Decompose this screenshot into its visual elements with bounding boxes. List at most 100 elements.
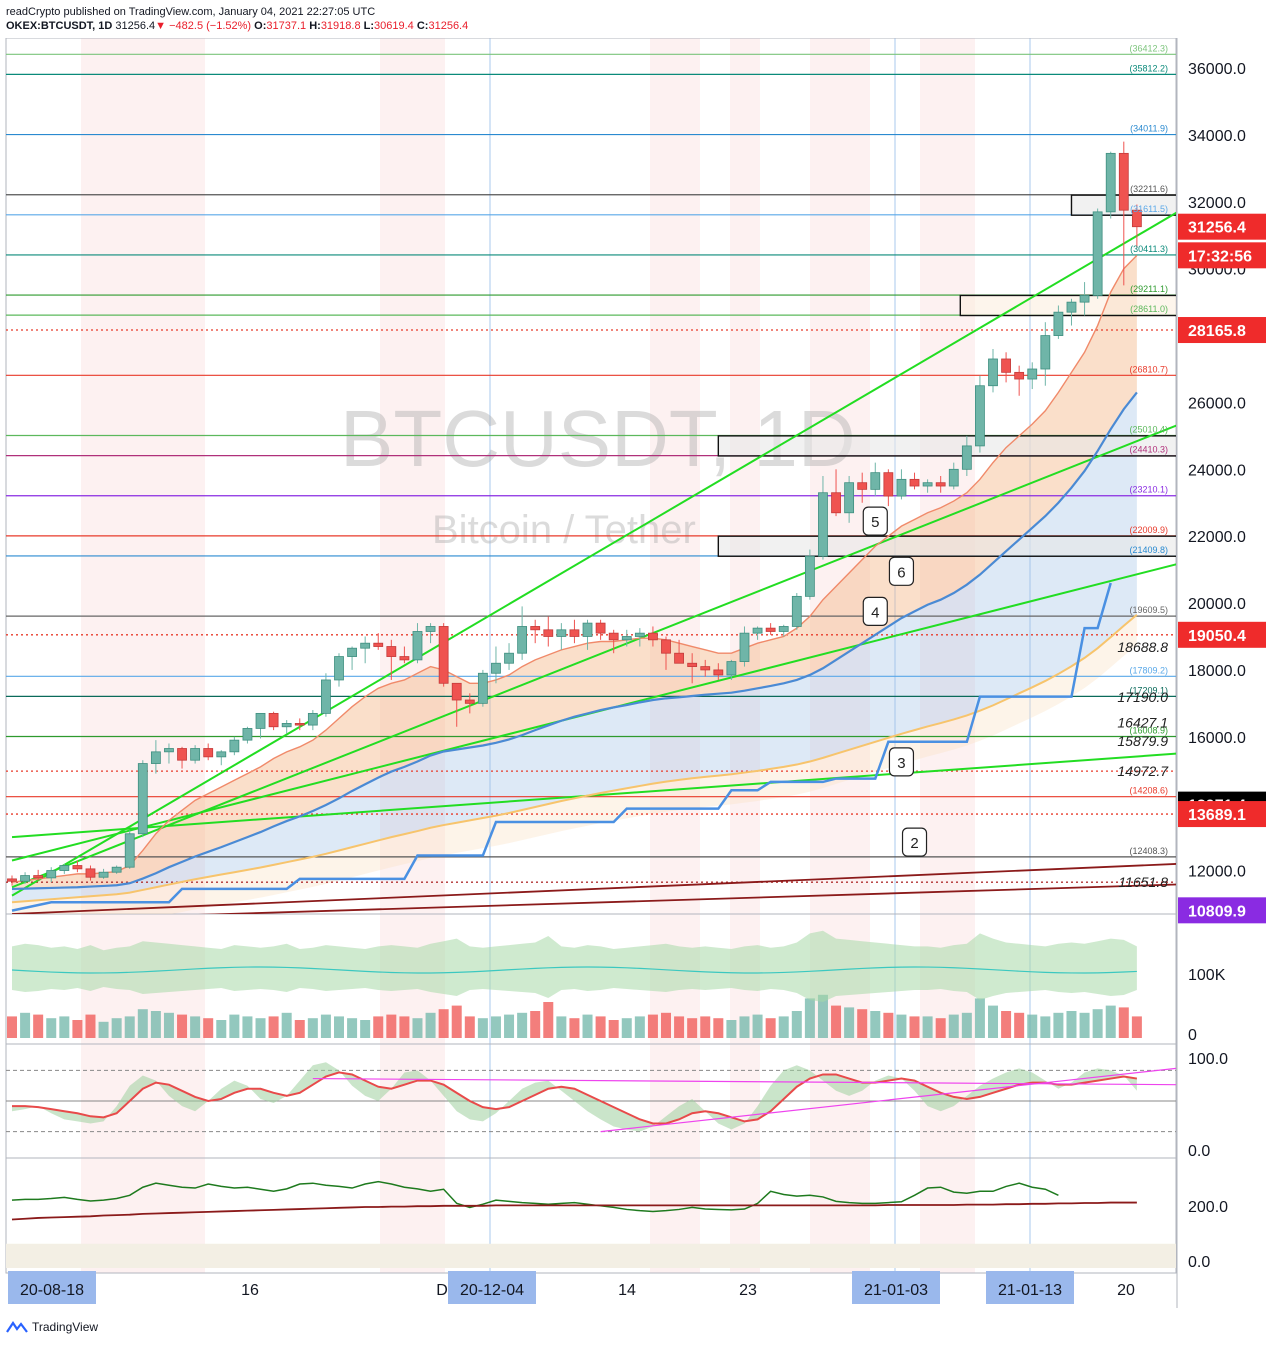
price-badge bbox=[1178, 801, 1266, 828]
time-axis-tick: 16 bbox=[241, 1282, 259, 1299]
volume-bar bbox=[935, 1018, 946, 1038]
price-axis-tick: 34000.0 bbox=[1188, 128, 1246, 145]
price-badge-label: 10809.9 bbox=[1188, 903, 1246, 920]
volume-axis-tick: 100K bbox=[1188, 967, 1226, 984]
candle bbox=[726, 661, 737, 676]
session-band bbox=[920, 38, 975, 1273]
candle bbox=[216, 751, 227, 758]
stoch-axis-tick: 100.0 bbox=[1188, 1051, 1228, 1068]
candle bbox=[844, 482, 855, 514]
time-axis-highlight bbox=[852, 1271, 940, 1304]
volume-bar bbox=[360, 1020, 371, 1038]
ema-mid-line bbox=[11, 391, 1138, 891]
volume-bar bbox=[883, 1012, 894, 1038]
volume-bar bbox=[268, 1016, 279, 1038]
candle bbox=[425, 626, 436, 632]
wave-label: 2 bbox=[910, 835, 918, 852]
price-axis-tick: 16000.0 bbox=[1188, 730, 1246, 747]
candle bbox=[33, 875, 44, 879]
candle bbox=[818, 492, 828, 557]
time-axis-tick: 14 bbox=[618, 1282, 636, 1299]
volume-bar bbox=[817, 994, 828, 1038]
candle bbox=[1014, 371, 1025, 380]
volume-bar bbox=[634, 1016, 645, 1038]
volume-bar bbox=[334, 1016, 344, 1038]
osc-fast-line bbox=[11, 1180, 1059, 1213]
candle bbox=[608, 632, 619, 641]
wave-label: 5 bbox=[871, 514, 879, 531]
down-arrow-icon: ▼ bbox=[155, 20, 167, 32]
italic-price-label: 14972.7 bbox=[1117, 763, 1169, 779]
level-label: (32211.6) bbox=[1130, 184, 1168, 194]
tradingview-footer: TradingView bbox=[6, 1320, 98, 1334]
volume-bar bbox=[72, 1020, 83, 1038]
level-label: (34011.9) bbox=[1130, 124, 1168, 134]
candle bbox=[530, 626, 541, 631]
price-axis-tick: 20000.0 bbox=[1188, 596, 1246, 613]
trend-line-red bbox=[11, 863, 1176, 914]
volume-bar bbox=[608, 1020, 619, 1038]
volume-bar bbox=[477, 1018, 488, 1038]
volume-bar bbox=[765, 1018, 776, 1038]
candle bbox=[791, 595, 802, 627]
volume-bar bbox=[347, 1018, 358, 1038]
price-badge-label: 13689.1 bbox=[1188, 807, 1246, 824]
candle bbox=[1131, 209, 1142, 228]
price-axis-tick: 12000.0 bbox=[1188, 864, 1246, 881]
step-line bbox=[11, 582, 1112, 912]
volume-bar bbox=[948, 1014, 959, 1038]
level-label: (29211.1) bbox=[1130, 284, 1168, 294]
volume-bar bbox=[778, 1016, 789, 1038]
candle bbox=[595, 622, 606, 634]
price-badge bbox=[1178, 621, 1266, 648]
italic-price-label: 17190.0 bbox=[1117, 689, 1168, 705]
candle bbox=[674, 652, 684, 664]
level-label: (17209.1) bbox=[1129, 685, 1168, 695]
volume-bar bbox=[1053, 1012, 1064, 1038]
candle bbox=[477, 672, 488, 704]
stoch-d-line bbox=[12, 1071, 1138, 1125]
wave-label-box bbox=[888, 747, 915, 777]
candle bbox=[438, 626, 449, 684]
volume-bar bbox=[647, 1014, 658, 1038]
candle bbox=[59, 865, 70, 871]
candle bbox=[752, 627, 763, 634]
candle bbox=[190, 748, 201, 761]
price-change: −482.5 (−1.52%) bbox=[169, 20, 252, 32]
candle bbox=[896, 478, 907, 497]
volume-bar bbox=[857, 1009, 868, 1038]
level-label: (19609.5) bbox=[1129, 605, 1168, 615]
volume-bar bbox=[281, 1012, 292, 1038]
candle bbox=[491, 662, 501, 674]
level-label: (12408.3) bbox=[1129, 846, 1168, 856]
volume-bar bbox=[177, 1014, 188, 1038]
candle bbox=[870, 472, 881, 490]
candle bbox=[1079, 295, 1090, 303]
candle bbox=[909, 478, 920, 487]
candle bbox=[621, 636, 632, 641]
price-axis-tick: 24000.0 bbox=[1188, 462, 1246, 479]
italic-price-label: 11651.8 bbox=[1118, 874, 1168, 890]
trend-line-green bbox=[11, 211, 1176, 897]
candle bbox=[1040, 335, 1051, 370]
high-value: 31918.8 bbox=[320, 20, 361, 32]
candle bbox=[177, 748, 187, 761]
candle bbox=[582, 622, 593, 637]
level-label: (25010.4) bbox=[1129, 425, 1168, 435]
volume-bar bbox=[399, 1016, 410, 1038]
candle bbox=[72, 865, 83, 870]
trend-line-green bbox=[11, 424, 1176, 889]
candle bbox=[412, 631, 423, 661]
candle bbox=[124, 833, 135, 868]
close-value: 31256.4 bbox=[428, 20, 469, 32]
volume-bar bbox=[425, 1012, 436, 1038]
volume-bar bbox=[229, 1014, 240, 1038]
volume-bar bbox=[59, 1016, 70, 1038]
open-value: 31737.1 bbox=[266, 20, 307, 32]
candle bbox=[687, 662, 698, 667]
time-axis-tick: 21-01-03 bbox=[864, 1282, 928, 1299]
volume-bar bbox=[294, 1020, 305, 1038]
price-axis-tick: 36000.0 bbox=[1188, 61, 1246, 78]
stoch-axis-tick: 0.0 bbox=[1188, 1143, 1210, 1160]
